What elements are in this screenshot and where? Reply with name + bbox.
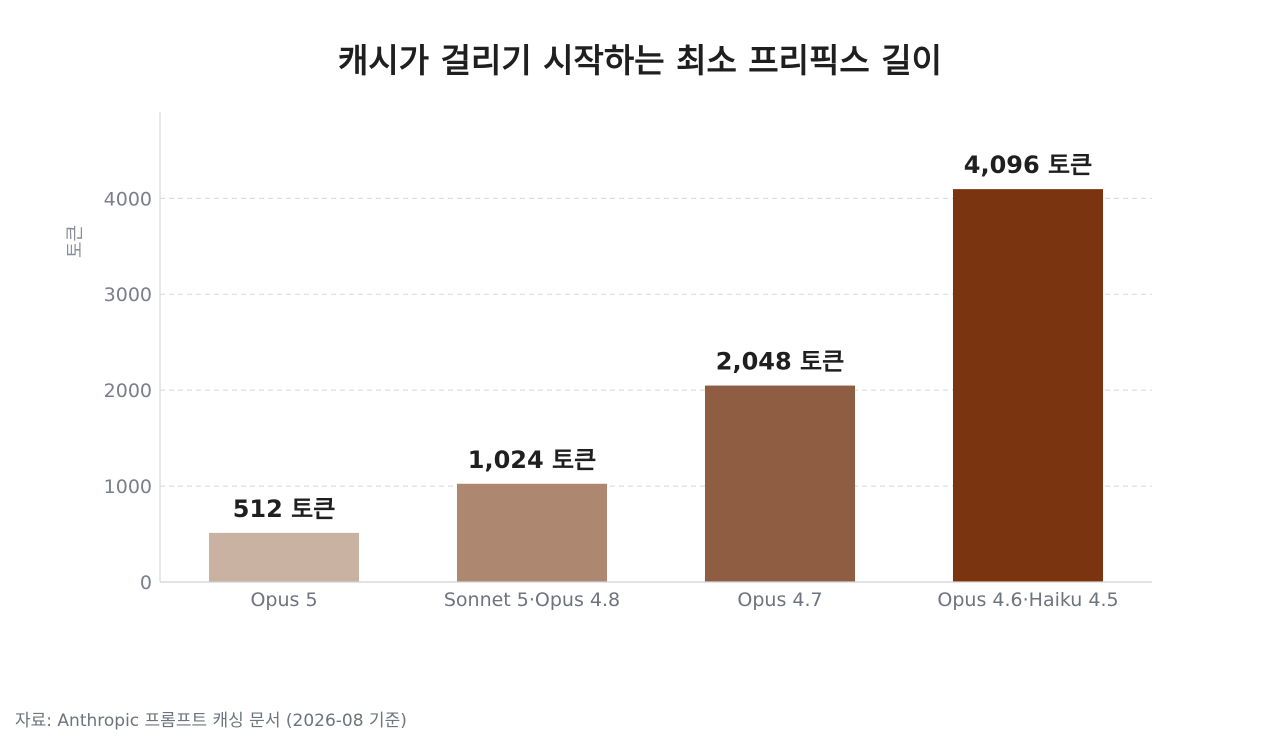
bar bbox=[208, 532, 360, 582]
data-label: 512 토큰 bbox=[233, 495, 336, 523]
y-tick-label: 2000 bbox=[104, 380, 152, 402]
chart-title: 캐시가 걸리기 시작하는 최소 프리픽스 길이 bbox=[338, 41, 942, 80]
bar bbox=[456, 483, 608, 582]
labels: 512 토큰 Opus 5 1,024 토큰 Sonnet 5·Opus 4.8 2,0… bbox=[233, 151, 1119, 611]
x-category-label: Opus 4.6·Haiku 4.5 bbox=[937, 589, 1118, 611]
x-category-label: Opus 4.7 bbox=[737, 589, 822, 611]
bar bbox=[952, 189, 1104, 583]
y-axis-label: 토큰 bbox=[65, 225, 86, 258]
data-label: 2,048 토큰 bbox=[716, 348, 844, 376]
x-category-label: Opus 5 bbox=[250, 589, 317, 611]
gridlines bbox=[160, 197, 1152, 487]
bar bbox=[704, 385, 856, 582]
data-label: 1,024 토큰 bbox=[468, 446, 596, 474]
source-note: 자료: Anthropic 프롬프트 캐싱 문서 (2026-08 기준) bbox=[15, 711, 407, 731]
y-tick-label: 4000 bbox=[104, 188, 152, 210]
x-category-label: Sonnet 5·Opus 4.8 bbox=[444, 589, 620, 611]
y-tick-label: 1000 bbox=[104, 476, 152, 498]
bars bbox=[208, 189, 1104, 583]
axes: 0 1000 2000 3000 4000 토큰 bbox=[65, 112, 1152, 594]
y-tick-label: 3000 bbox=[104, 284, 152, 306]
data-label: 4,096 토큰 bbox=[964, 151, 1092, 179]
y-tick-label: 0 bbox=[140, 572, 152, 594]
